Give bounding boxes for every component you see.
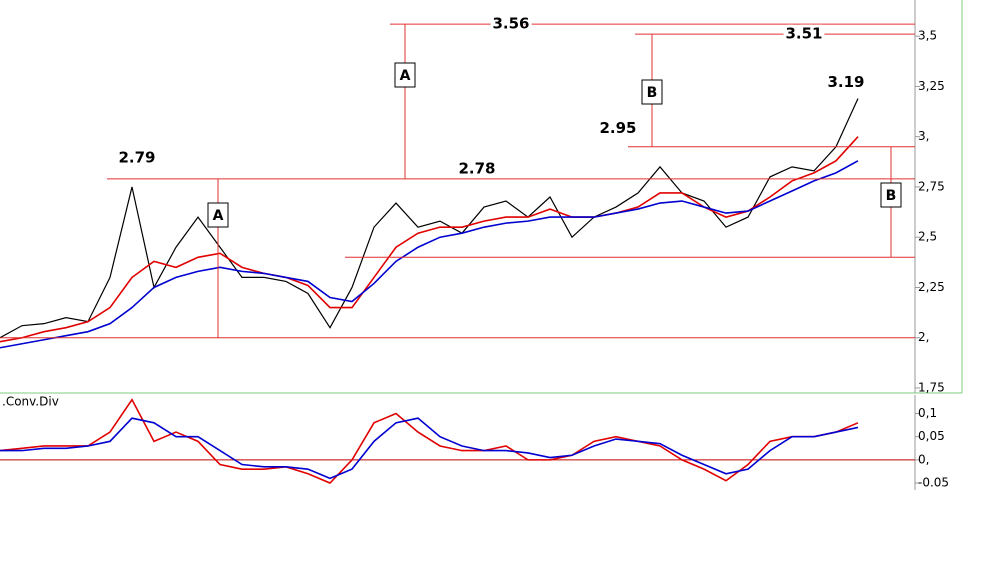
box-label: A bbox=[213, 208, 224, 224]
box-label: A bbox=[400, 68, 411, 84]
level-label: 3.51 bbox=[785, 25, 822, 43]
box-frame bbox=[394, 62, 416, 88]
series-line bbox=[0, 417, 859, 480]
series-line bbox=[0, 398, 859, 485]
y-tick-label: 0, bbox=[918, 452, 929, 466]
box-label: B bbox=[886, 188, 897, 204]
y-tick-label: 2,5 bbox=[918, 230, 937, 244]
series-line bbox=[0, 136, 859, 343]
box-frame bbox=[207, 202, 229, 228]
y-tick-label: 0,05 bbox=[918, 429, 945, 443]
series-line bbox=[0, 98, 859, 339]
series-line bbox=[0, 160, 859, 349]
level-label: 2.95 bbox=[599, 119, 636, 137]
y-tick-label: 2,75 bbox=[918, 179, 945, 193]
level-label: 2.79 bbox=[118, 148, 155, 166]
level-label: 3.56 bbox=[492, 15, 529, 33]
y-tick-label: 1,75 bbox=[918, 380, 945, 394]
level-label: 3.19 bbox=[827, 73, 864, 91]
y-tick-label: -0.05 bbox=[918, 476, 949, 490]
y-tick-label: 3,5 bbox=[918, 29, 937, 43]
y-tick-label: 0,1 bbox=[918, 406, 937, 420]
y-tick-label: 3,25 bbox=[918, 79, 945, 93]
panel-title: .Conv.Div bbox=[2, 395, 59, 409]
box-frame bbox=[880, 182, 902, 208]
box-label: B bbox=[647, 85, 658, 101]
box-frame bbox=[641, 79, 663, 105]
y-tick-label: 2, bbox=[918, 330, 929, 344]
y-tick-label: 2,25 bbox=[918, 280, 945, 294]
level-label: 2.78 bbox=[458, 159, 495, 177]
y-tick-label: 3, bbox=[918, 129, 929, 143]
